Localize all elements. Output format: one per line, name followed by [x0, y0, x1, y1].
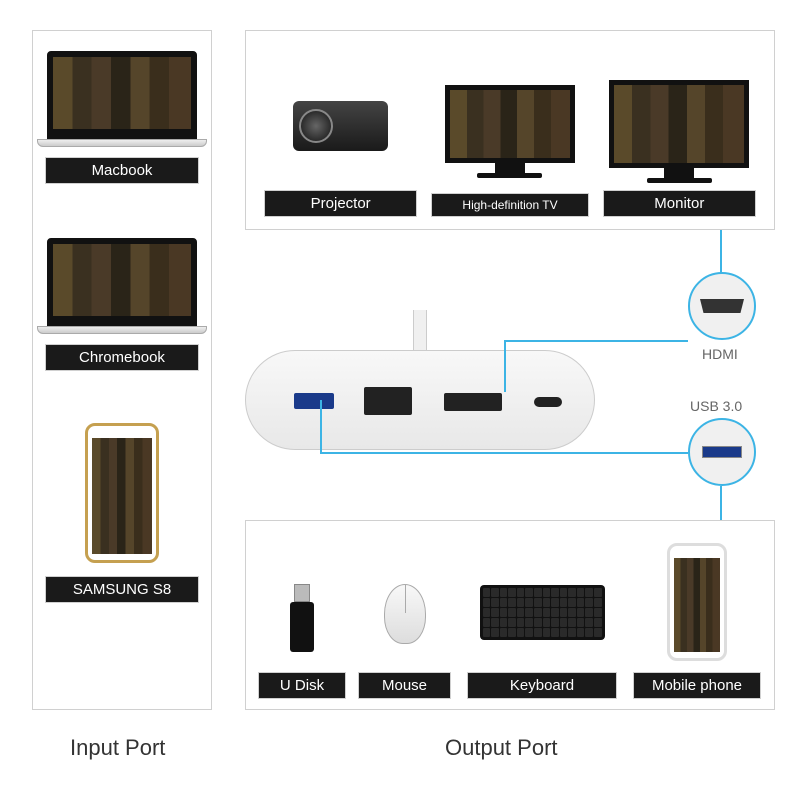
tv-icon — [445, 85, 575, 178]
input-section-title: Input Port — [70, 735, 165, 761]
input-label: Macbook — [45, 157, 199, 184]
output-label: U Disk — [258, 672, 346, 699]
output-label: Keyboard — [467, 672, 617, 699]
output-label: High-definition TV — [431, 193, 588, 217]
input-panel: Macbook Chromebook SAMSUNG S8 — [32, 30, 212, 710]
monitor-icon — [609, 80, 749, 183]
hub-port-hdmi — [444, 393, 502, 411]
hdmi-port-icon — [700, 299, 744, 313]
projector-icon — [293, 101, 388, 151]
phone-icon — [85, 423, 159, 563]
keyboard-icon — [480, 585, 605, 640]
callout-line — [504, 340, 506, 392]
output-label: Monitor — [603, 190, 756, 217]
hdmi-callout — [688, 272, 756, 340]
hub-port-ethernet — [364, 387, 412, 415]
input-label: SAMSUNG S8 — [45, 576, 199, 603]
usb3-callout — [688, 418, 756, 486]
callout-line — [720, 486, 722, 520]
output-device-monitor: Monitor — [595, 80, 764, 217]
mouse-icon — [384, 584, 426, 644]
laptop-icon — [47, 51, 197, 147]
hub-body — [245, 350, 595, 450]
phone-icon — [667, 543, 727, 661]
usb3-callout-label: USB 3.0 — [690, 398, 742, 414]
input-device-macbook — [33, 31, 211, 147]
output-device-mobile-phone: Mobile phone — [627, 543, 767, 699]
output-device-udisk: U Disk — [252, 584, 352, 699]
hdmi-callout-label: HDMI — [702, 346, 738, 362]
output-section-title: Output Port — [445, 735, 558, 761]
output-label: Mobile phone — [633, 672, 761, 699]
hub-port-usb-a — [294, 393, 334, 409]
callout-line — [320, 452, 688, 454]
callout-line — [504, 340, 688, 342]
input-device-chromebook — [33, 184, 211, 334]
usb-stick-icon — [290, 584, 314, 652]
input-device-samsung-s8 — [33, 371, 211, 568]
usb-port-icon — [702, 446, 742, 458]
callout-line — [320, 400, 322, 452]
output-peripheral-panel: U Disk Mouse Keyboard Mobile phone — [245, 520, 775, 710]
output-display-panel: Projector High-definition TV Monitor — [245, 30, 775, 230]
output-device-mouse: Mouse — [352, 584, 457, 699]
output-label: Mouse — [358, 672, 451, 699]
output-device-keyboard: Keyboard — [457, 585, 627, 699]
output-label: Projector — [264, 190, 417, 217]
hub-port-usb-c — [534, 397, 562, 407]
hub-device — [245, 310, 595, 460]
input-label: Chromebook — [45, 344, 199, 371]
output-device-projector: Projector — [256, 101, 425, 217]
output-device-hdtv: High-definition TV — [425, 85, 594, 217]
callout-line — [720, 230, 722, 275]
laptop-icon — [47, 238, 197, 334]
